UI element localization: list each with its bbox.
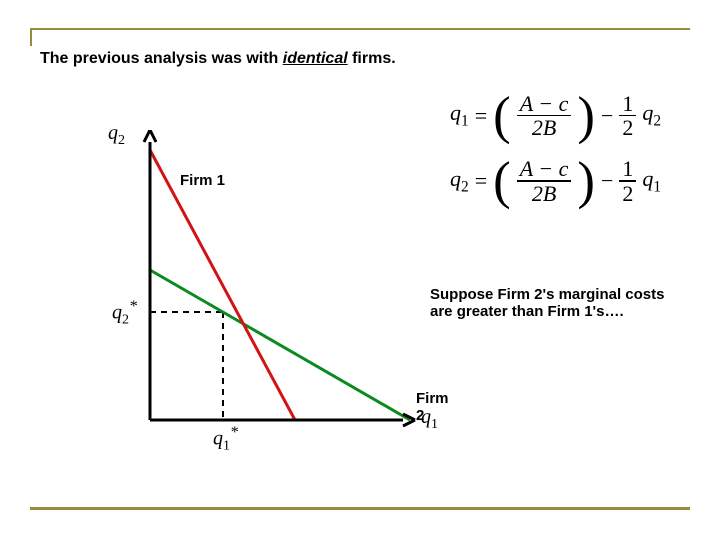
equations: q1 = ( A − c 2B ) − 1 2 q2 q2 = ( A − c	[450, 92, 661, 223]
eq2-lhs: q2	[450, 166, 469, 196]
heading: The previous analysis was with identical…	[40, 50, 396, 68]
eq2-lparen: (	[493, 160, 511, 202]
bottom-rule	[30, 507, 690, 510]
eq1-equals: =	[475, 103, 487, 129]
equation-1: q1 = ( A − c 2B ) − 1 2 q2	[450, 92, 661, 139]
slide: The previous analysis was with identical…	[0, 0, 720, 540]
eq2-equals: =	[475, 168, 487, 194]
x-tick-label: q1*	[213, 424, 238, 455]
heading-identical: identical	[283, 50, 348, 67]
eq1-lhs: q1	[450, 100, 469, 130]
eq1-rparen: )	[577, 95, 595, 137]
chart-svg	[115, 130, 425, 430]
eq1-lparen: (	[493, 95, 511, 137]
eq2-frac: A − c 2B	[517, 157, 572, 204]
eq1-frac: A − c 2B	[517, 92, 572, 139]
firm2-label: Firm 2	[416, 390, 449, 424]
eq2-minus: −	[601, 168, 613, 194]
eq2-rparen: )	[577, 160, 595, 202]
top-rule	[30, 28, 690, 38]
suppose-line1: Suppose Firm 2's marginal costs	[430, 286, 664, 303]
eq1-minus: −	[601, 103, 613, 129]
heading-suffix: firms.	[348, 50, 396, 67]
eq1-tailvar: q2	[642, 100, 661, 130]
firm2-line	[150, 270, 410, 420]
heading-prefix: The previous analysis was with	[40, 50, 283, 67]
top-rule-tick	[30, 28, 32, 46]
y-tick-label: q2*	[112, 298, 137, 329]
eq1-half: 1 2	[619, 92, 636, 139]
y-axis-label: q2	[108, 122, 125, 149]
eq2-half: 1 2	[619, 157, 636, 204]
equation-2: q2 = ( A − c 2B ) − 1 2 q1	[450, 157, 661, 204]
firm1-label: Firm 1	[180, 172, 225, 189]
eq2-tailvar: q1	[642, 166, 661, 196]
top-rule-line	[30, 28, 690, 30]
suppose-text: Suppose Firm 2's marginal costs are grea…	[430, 286, 664, 320]
suppose-line2: are greater than Firm 1's….	[430, 303, 664, 320]
chart: q2 q1 q2* q1* Firm 1 Firm 2	[115, 130, 425, 430]
